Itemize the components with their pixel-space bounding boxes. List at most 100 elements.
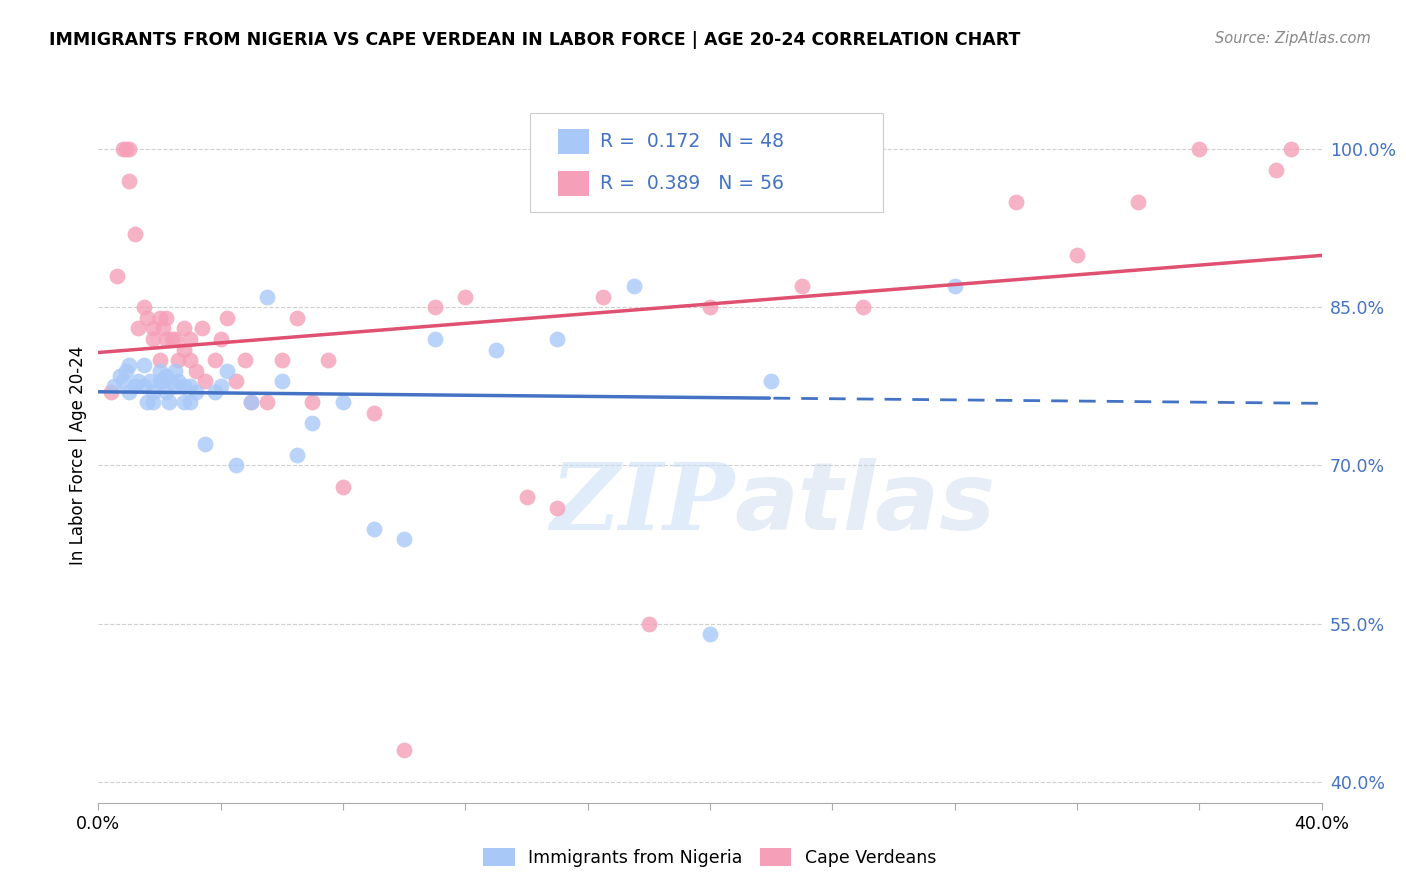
Point [423, 301, 446, 315]
Point [270, 353, 292, 368]
Point [240, 395, 263, 409]
Point [152, 374, 174, 388]
Point [173, 321, 195, 335]
Point [108, 368, 131, 383]
Legend: Immigrants from Nigeria, Cape Verdeans: Immigrants from Nigeria, Cape Verdeans [477, 841, 943, 874]
Point [1066, 247, 1088, 261]
Text: R =  0.389   N = 56: R = 0.389 N = 56 [600, 175, 785, 194]
Point [142, 321, 165, 335]
Point [179, 332, 201, 346]
Point [363, 406, 385, 420]
Point [363, 522, 385, 536]
Point [118, 384, 141, 399]
Point [1004, 194, 1026, 209]
Point [155, 332, 177, 346]
Point [118, 142, 141, 156]
Point [546, 332, 568, 346]
Point [852, 301, 875, 315]
Point [592, 290, 614, 304]
Point [516, 490, 538, 504]
Point [392, 533, 416, 547]
Point [285, 310, 308, 325]
Point [332, 395, 354, 409]
Point [1264, 163, 1286, 178]
Point [149, 310, 172, 325]
Point [173, 395, 195, 409]
Point [179, 395, 201, 409]
Point [204, 353, 226, 368]
Point [163, 379, 186, 393]
Point [105, 268, 128, 283]
Point [173, 343, 195, 357]
Point [179, 379, 201, 393]
Point [134, 379, 156, 393]
Point [204, 384, 226, 399]
Point [546, 500, 568, 515]
Point [454, 290, 477, 304]
Point [155, 384, 177, 399]
Point [215, 363, 238, 377]
Point [142, 395, 165, 409]
Point [103, 379, 125, 393]
Point [173, 379, 195, 393]
Text: IMMIGRANTS FROM NIGERIA VS CAPE VERDEAN IN LABOR FORCE | AGE 20-24 CORRELATION C: IMMIGRANTS FROM NIGERIA VS CAPE VERDEAN … [49, 31, 1021, 49]
Point [301, 395, 323, 409]
Point [943, 279, 966, 293]
Point [152, 321, 174, 335]
Point [163, 332, 186, 346]
Point [301, 417, 323, 431]
Point [191, 321, 214, 335]
Point [157, 395, 180, 409]
Point [186, 384, 208, 399]
Point [118, 359, 141, 373]
Point [623, 279, 645, 293]
Point [699, 627, 721, 641]
Point [256, 395, 278, 409]
Point [637, 616, 661, 631]
Point [209, 332, 232, 346]
Point [100, 384, 122, 399]
Point [124, 379, 146, 393]
Point [392, 743, 416, 757]
Point [1279, 142, 1302, 156]
Point [155, 368, 177, 383]
Point [155, 310, 177, 325]
Point [149, 353, 172, 368]
Point [240, 395, 263, 409]
Point [256, 290, 278, 304]
Point [127, 321, 149, 335]
Point [115, 363, 138, 377]
Point [790, 279, 813, 293]
Point [699, 301, 721, 315]
Point [285, 448, 308, 462]
Point [160, 332, 183, 346]
Point [149, 374, 172, 388]
Point [332, 479, 354, 493]
Point [1188, 142, 1211, 156]
Point [134, 359, 156, 373]
Point [167, 374, 190, 388]
Point [759, 374, 782, 388]
Point [215, 310, 238, 325]
Point [270, 374, 292, 388]
Point [167, 353, 190, 368]
Point [111, 142, 134, 156]
Text: Source: ZipAtlas.com: Source: ZipAtlas.com [1215, 31, 1371, 46]
Text: atlas: atlas [734, 458, 995, 549]
Text: ZIP: ZIP [550, 458, 734, 549]
Point [316, 353, 339, 368]
Point [149, 363, 172, 377]
Point [163, 363, 186, 377]
Point [1128, 194, 1150, 209]
Point [194, 374, 217, 388]
Point [233, 353, 256, 368]
Point [186, 363, 208, 377]
Point [485, 343, 508, 357]
Point [142, 384, 165, 399]
Point [111, 374, 134, 388]
Y-axis label: In Labor Force | Age 20-24: In Labor Force | Age 20-24 [69, 345, 87, 565]
Point [136, 310, 159, 325]
Point [194, 437, 217, 451]
Text: R =  0.172   N = 48: R = 0.172 N = 48 [600, 132, 785, 151]
Point [118, 174, 141, 188]
